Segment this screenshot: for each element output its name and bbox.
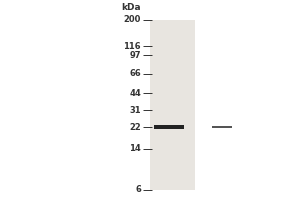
Text: 116: 116 [123,42,141,51]
FancyBboxPatch shape [154,125,184,129]
FancyBboxPatch shape [150,20,195,190]
Text: 97: 97 [130,51,141,60]
Text: 200: 200 [124,16,141,24]
Text: 44: 44 [129,89,141,98]
Text: 6: 6 [135,186,141,194]
Text: 22: 22 [129,123,141,132]
FancyBboxPatch shape [212,126,233,128]
Text: 66: 66 [129,69,141,78]
Text: kDa: kDa [122,3,141,12]
Text: 14: 14 [129,144,141,153]
Text: 31: 31 [129,106,141,115]
